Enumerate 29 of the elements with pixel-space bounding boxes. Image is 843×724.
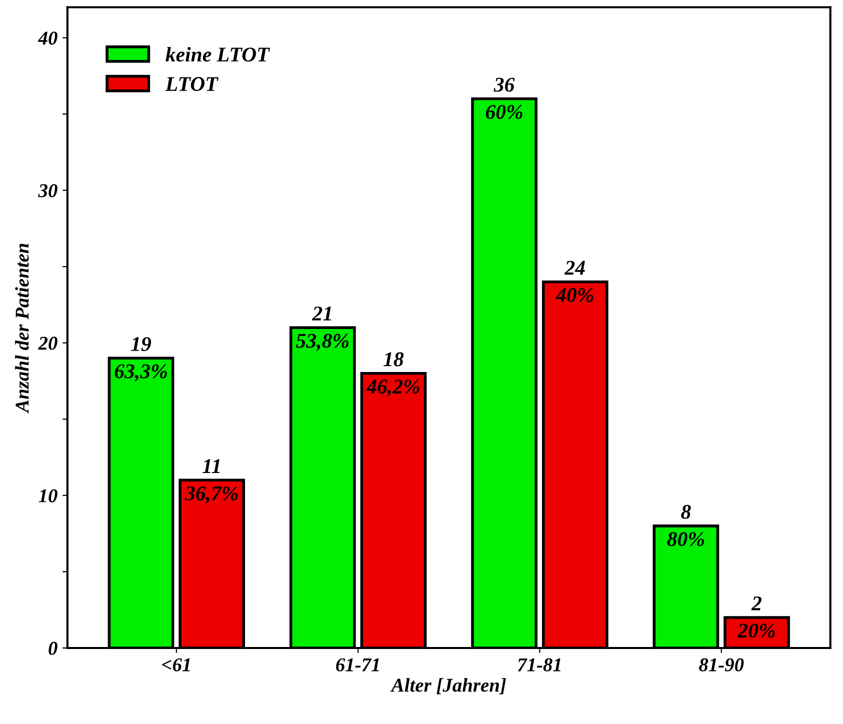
legend-label: LTOT xyxy=(165,77,219,92)
data-label: 36 xyxy=(494,78,515,92)
data-label: 21 xyxy=(312,306,331,320)
y-tick-label: 10 xyxy=(38,489,58,502)
annotation: 60% xyxy=(486,104,522,120)
x-tick-label: <61 xyxy=(162,658,190,672)
data-label: 24 xyxy=(564,260,585,275)
data-label: 8 xyxy=(681,504,691,519)
y-tick-label: 40 xyxy=(38,32,58,45)
data-label: 2 xyxy=(751,596,762,610)
annotation: 36,7% xyxy=(184,486,238,504)
annotation: 63,3% xyxy=(114,364,167,382)
y-tick-label: 20 xyxy=(38,336,58,350)
y-tick-label: 0 xyxy=(48,642,58,655)
x-tick-label: 61-71 xyxy=(336,658,379,672)
y-tick-label: 30 xyxy=(38,184,58,198)
annotation: 46,2% xyxy=(366,380,420,397)
legend-label: keine LTOT xyxy=(166,46,270,62)
x-axis-title: Alter [Jahren] xyxy=(390,678,506,694)
x-tick-label: 71-81 xyxy=(518,658,560,672)
x-tick-label: 81-90 xyxy=(699,658,744,672)
data-label: 18 xyxy=(384,352,404,366)
data-label: 11 xyxy=(202,459,220,473)
y-axis-title: Anzahl der Patienten xyxy=(15,244,29,414)
data-label: 19 xyxy=(131,337,152,352)
annotation: 40% xyxy=(556,288,594,302)
annotation: 20% xyxy=(737,624,775,638)
annotation: 53,8% xyxy=(296,334,348,351)
annotation: 80% xyxy=(667,532,704,546)
